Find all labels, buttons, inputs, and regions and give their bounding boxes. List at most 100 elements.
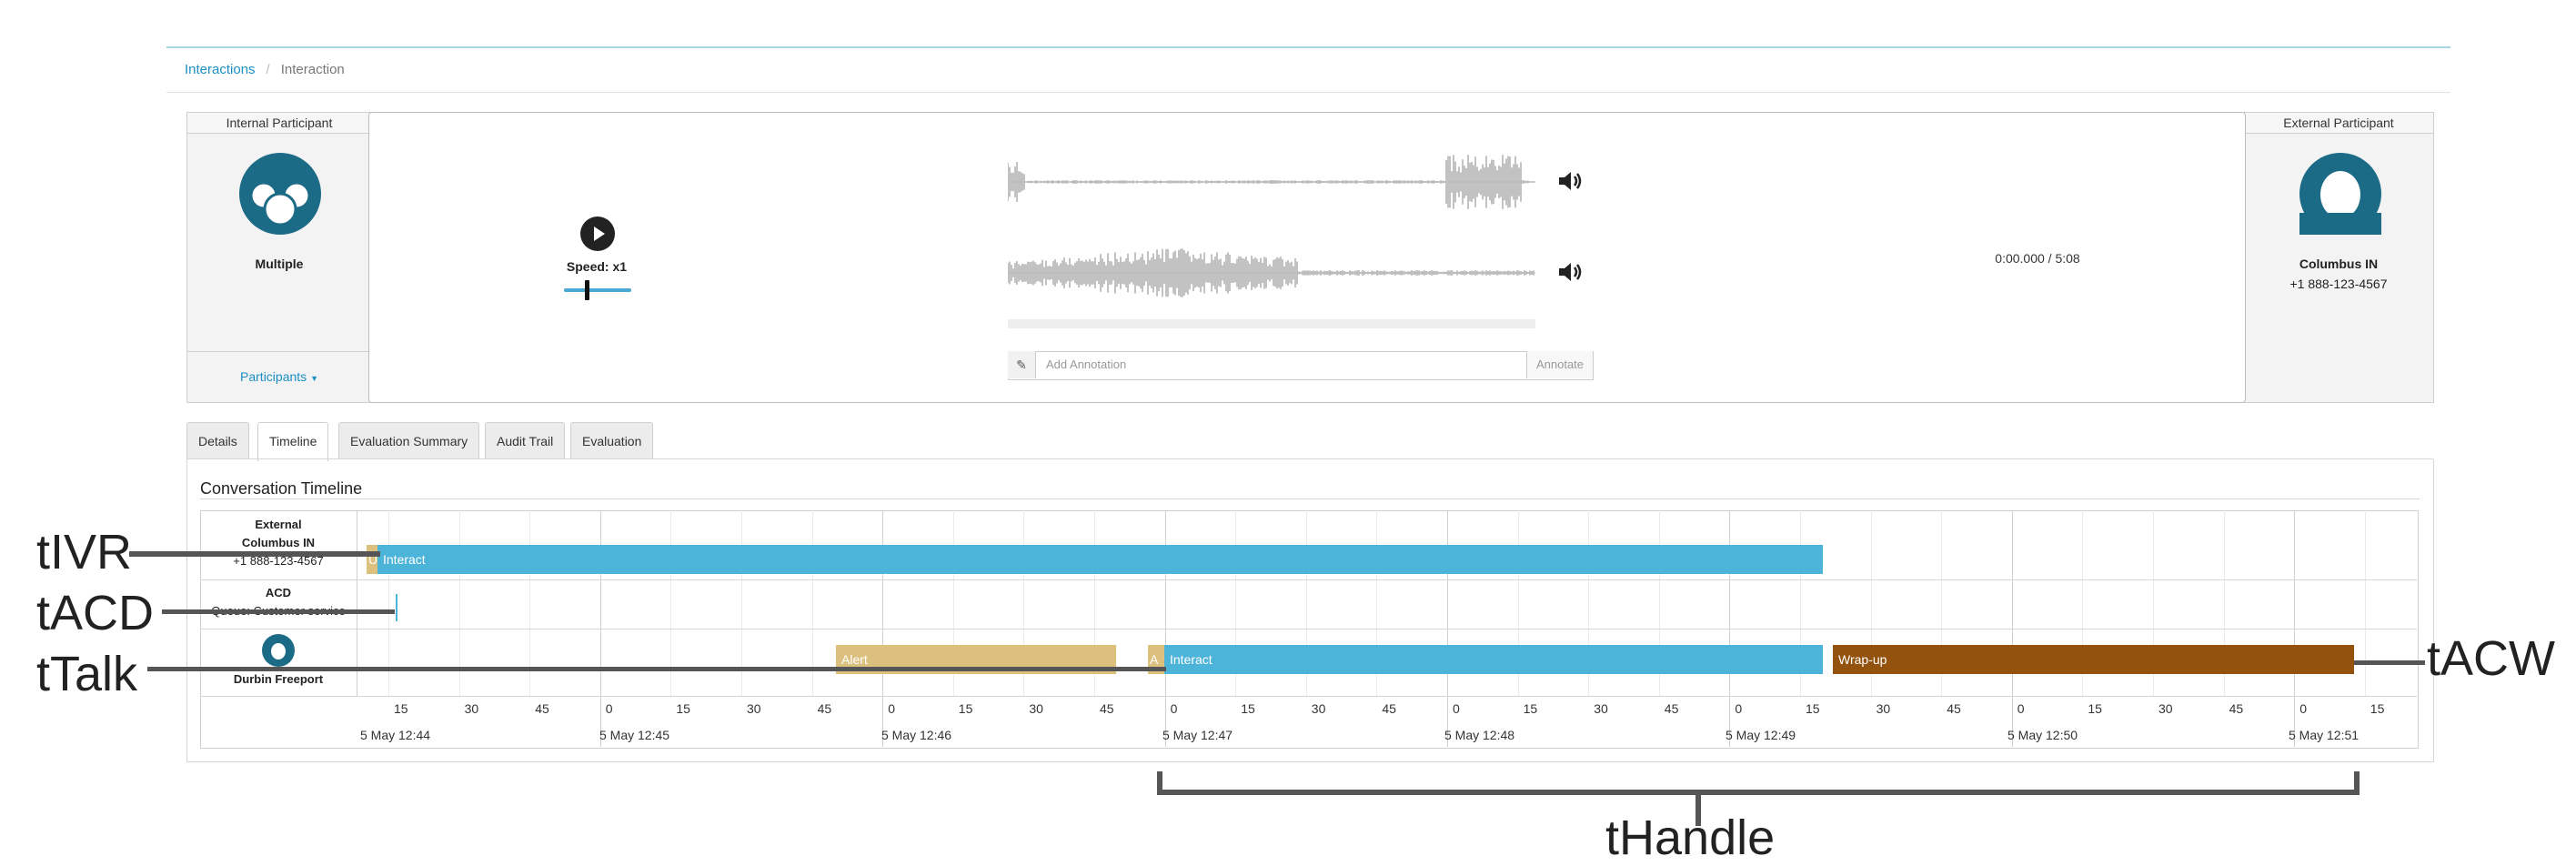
breadcrumb-link-interactions[interactable]: Interactions [185, 62, 256, 77]
callout-line-ivr [129, 551, 380, 557]
pencil-icon: ✎ [1008, 351, 1036, 378]
axis-tick-label: 30 [2158, 701, 2173, 716]
gridline [741, 510, 742, 696]
gridline [2082, 510, 2084, 696]
internal-participant-panel: Internal Participant Multiple Participan… [186, 112, 372, 403]
playback-progress-track[interactable] [1008, 319, 1535, 328]
axis-tick-label: 0 [1170, 701, 1178, 716]
callout-line-acw [2354, 660, 2425, 665]
axis-date-label: 5 May 12:45 [599, 728, 670, 742]
axis-tick-label: 30 [1029, 701, 1043, 716]
gridline [1235, 510, 1237, 696]
axis-tick-label: 30 [464, 701, 479, 716]
external-participant-header: External Participant [2244, 113, 2433, 134]
waveform-channel-1 [1008, 155, 1535, 209]
timeline-title: Conversation Timeline [200, 479, 363, 498]
speed-slider[interactable] [564, 288, 631, 292]
axis-tick-label: 45 [1382, 701, 1396, 716]
row-divider [200, 579, 2417, 580]
axis-tick-label: 0 [1735, 701, 1743, 716]
axis-tick-label: 45 [1947, 701, 1961, 716]
gridline [1870, 510, 1872, 696]
breadcrumb-divider [166, 92, 2450, 93]
timeline-bar-interact[interactable]: Interact [1164, 645, 1823, 674]
playback-time: 0:00.000 / 5:08 [1995, 251, 2080, 266]
handle-bracket-right [2354, 771, 2360, 795]
gridline [2223, 510, 2225, 696]
participants-dropdown[interactable]: Participants ▼ [187, 369, 371, 384]
internal-participant-name: Multiple [255, 257, 304, 271]
axis-tick-label: 45 [1100, 701, 1114, 716]
row-label-external: External Columbus IN +1 888-123-4567 [202, 516, 355, 570]
gridline [1023, 510, 1025, 696]
external-participant-panel: External Participant Columbus IN +1 888-… [2243, 112, 2434, 403]
multiple-participants-avatar [239, 153, 321, 235]
waveform-display[interactable] [1008, 141, 1535, 314]
timeline-bar-ivr[interactable]: U [367, 545, 377, 574]
tab-details[interactable]: Details [186, 422, 249, 459]
axis-tick-label: 30 [1311, 701, 1326, 716]
callout-thandle: tHandle [1605, 811, 1776, 865]
axis-tick-label: 30 [747, 701, 761, 716]
handle-bracket-bottom [1157, 790, 2360, 795]
row-label-line1: ACD [265, 586, 292, 599]
gridline [529, 510, 531, 696]
row-label-line2: Durbin Freeport [233, 672, 324, 686]
gridline [952, 510, 954, 696]
axis-tick-label: 30 [1876, 701, 1891, 716]
row-divider [200, 696, 2417, 697]
speed-slider-handle[interactable] [585, 280, 589, 300]
tab-evaluation-summary[interactable]: Evaluation Summary [338, 422, 480, 459]
callout-ttalk: tTalk [36, 647, 138, 701]
speed-label: Speed: x1 [566, 259, 628, 274]
group-icon [249, 181, 311, 227]
gridline [1658, 510, 1660, 696]
annotation-input[interactable]: Add Annotation [1046, 357, 1127, 371]
axis-tick-label: 15 [958, 701, 973, 716]
row-label-acd: ACD Queue: Customer service [202, 584, 355, 620]
axis-tick-label: 0 [2017, 701, 2025, 716]
timeline-bar-acd[interactable] [396, 594, 397, 621]
title-divider [200, 498, 2420, 499]
handle-bracket-left [1157, 771, 1162, 795]
gridline [2153, 510, 2154, 696]
tab-evaluation[interactable]: Evaluation [570, 422, 654, 459]
axis-tick-label: 45 [535, 701, 549, 716]
timeline-bar-interact[interactable]: Interact [377, 545, 1823, 574]
volume-icon[interactable] [1557, 169, 1585, 193]
gridline [1800, 510, 1801, 696]
gridline [2364, 510, 2366, 696]
axis-tick-label: 0 [2299, 701, 2307, 716]
gridline [1305, 510, 1307, 696]
row-label-line3: +1 888-123-4567 [233, 554, 324, 568]
axis-tick-label: 30 [1594, 701, 1608, 716]
gridline [458, 510, 460, 696]
axis-tick-label: 15 [2370, 701, 2385, 716]
volume-icon[interactable] [1557, 260, 1585, 284]
agent-avatar [262, 634, 295, 667]
axis-tick-label: 15 [1806, 701, 1820, 716]
timeline-grid [200, 510, 2419, 749]
callout-line-talk [147, 667, 1166, 671]
tab-timeline[interactable]: Timeline [257, 422, 329, 461]
axis-date-label: 5 May 12:44 [360, 728, 431, 742]
row-label-agent: Durbin Freeport [202, 670, 355, 689]
axis-tick-label: 0 [605, 701, 613, 716]
waveform-channel-2 [1008, 248, 1535, 297]
timeline-bar-wrapup[interactable]: Wrap-up [1833, 645, 2354, 674]
breadcrumb-separator: / [266, 62, 270, 77]
play-button[interactable] [580, 216, 615, 251]
axis-date-label: 5 May 12:46 [881, 728, 952, 742]
breadcrumb: Interactions / Interaction [185, 62, 345, 77]
gridline [388, 510, 389, 696]
axis-tick-label: 15 [2088, 701, 2102, 716]
participants-dropdown-label: Participants [240, 369, 307, 384]
callout-tacd: tACD [36, 586, 155, 640]
tab-audit-trail[interactable]: Audit Trail [485, 422, 566, 459]
axis-tick-label: 45 [2229, 701, 2244, 716]
handle-bracket-stem [1696, 793, 1701, 826]
annotate-button[interactable]: Annotate [1526, 351, 1593, 378]
gridline [1941, 510, 1943, 696]
external-avatar [2299, 153, 2381, 235]
gridline [1376, 510, 1378, 696]
